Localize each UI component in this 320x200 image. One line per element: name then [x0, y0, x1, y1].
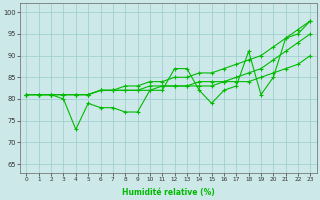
- X-axis label: Humidité relative (%): Humidité relative (%): [122, 188, 215, 197]
